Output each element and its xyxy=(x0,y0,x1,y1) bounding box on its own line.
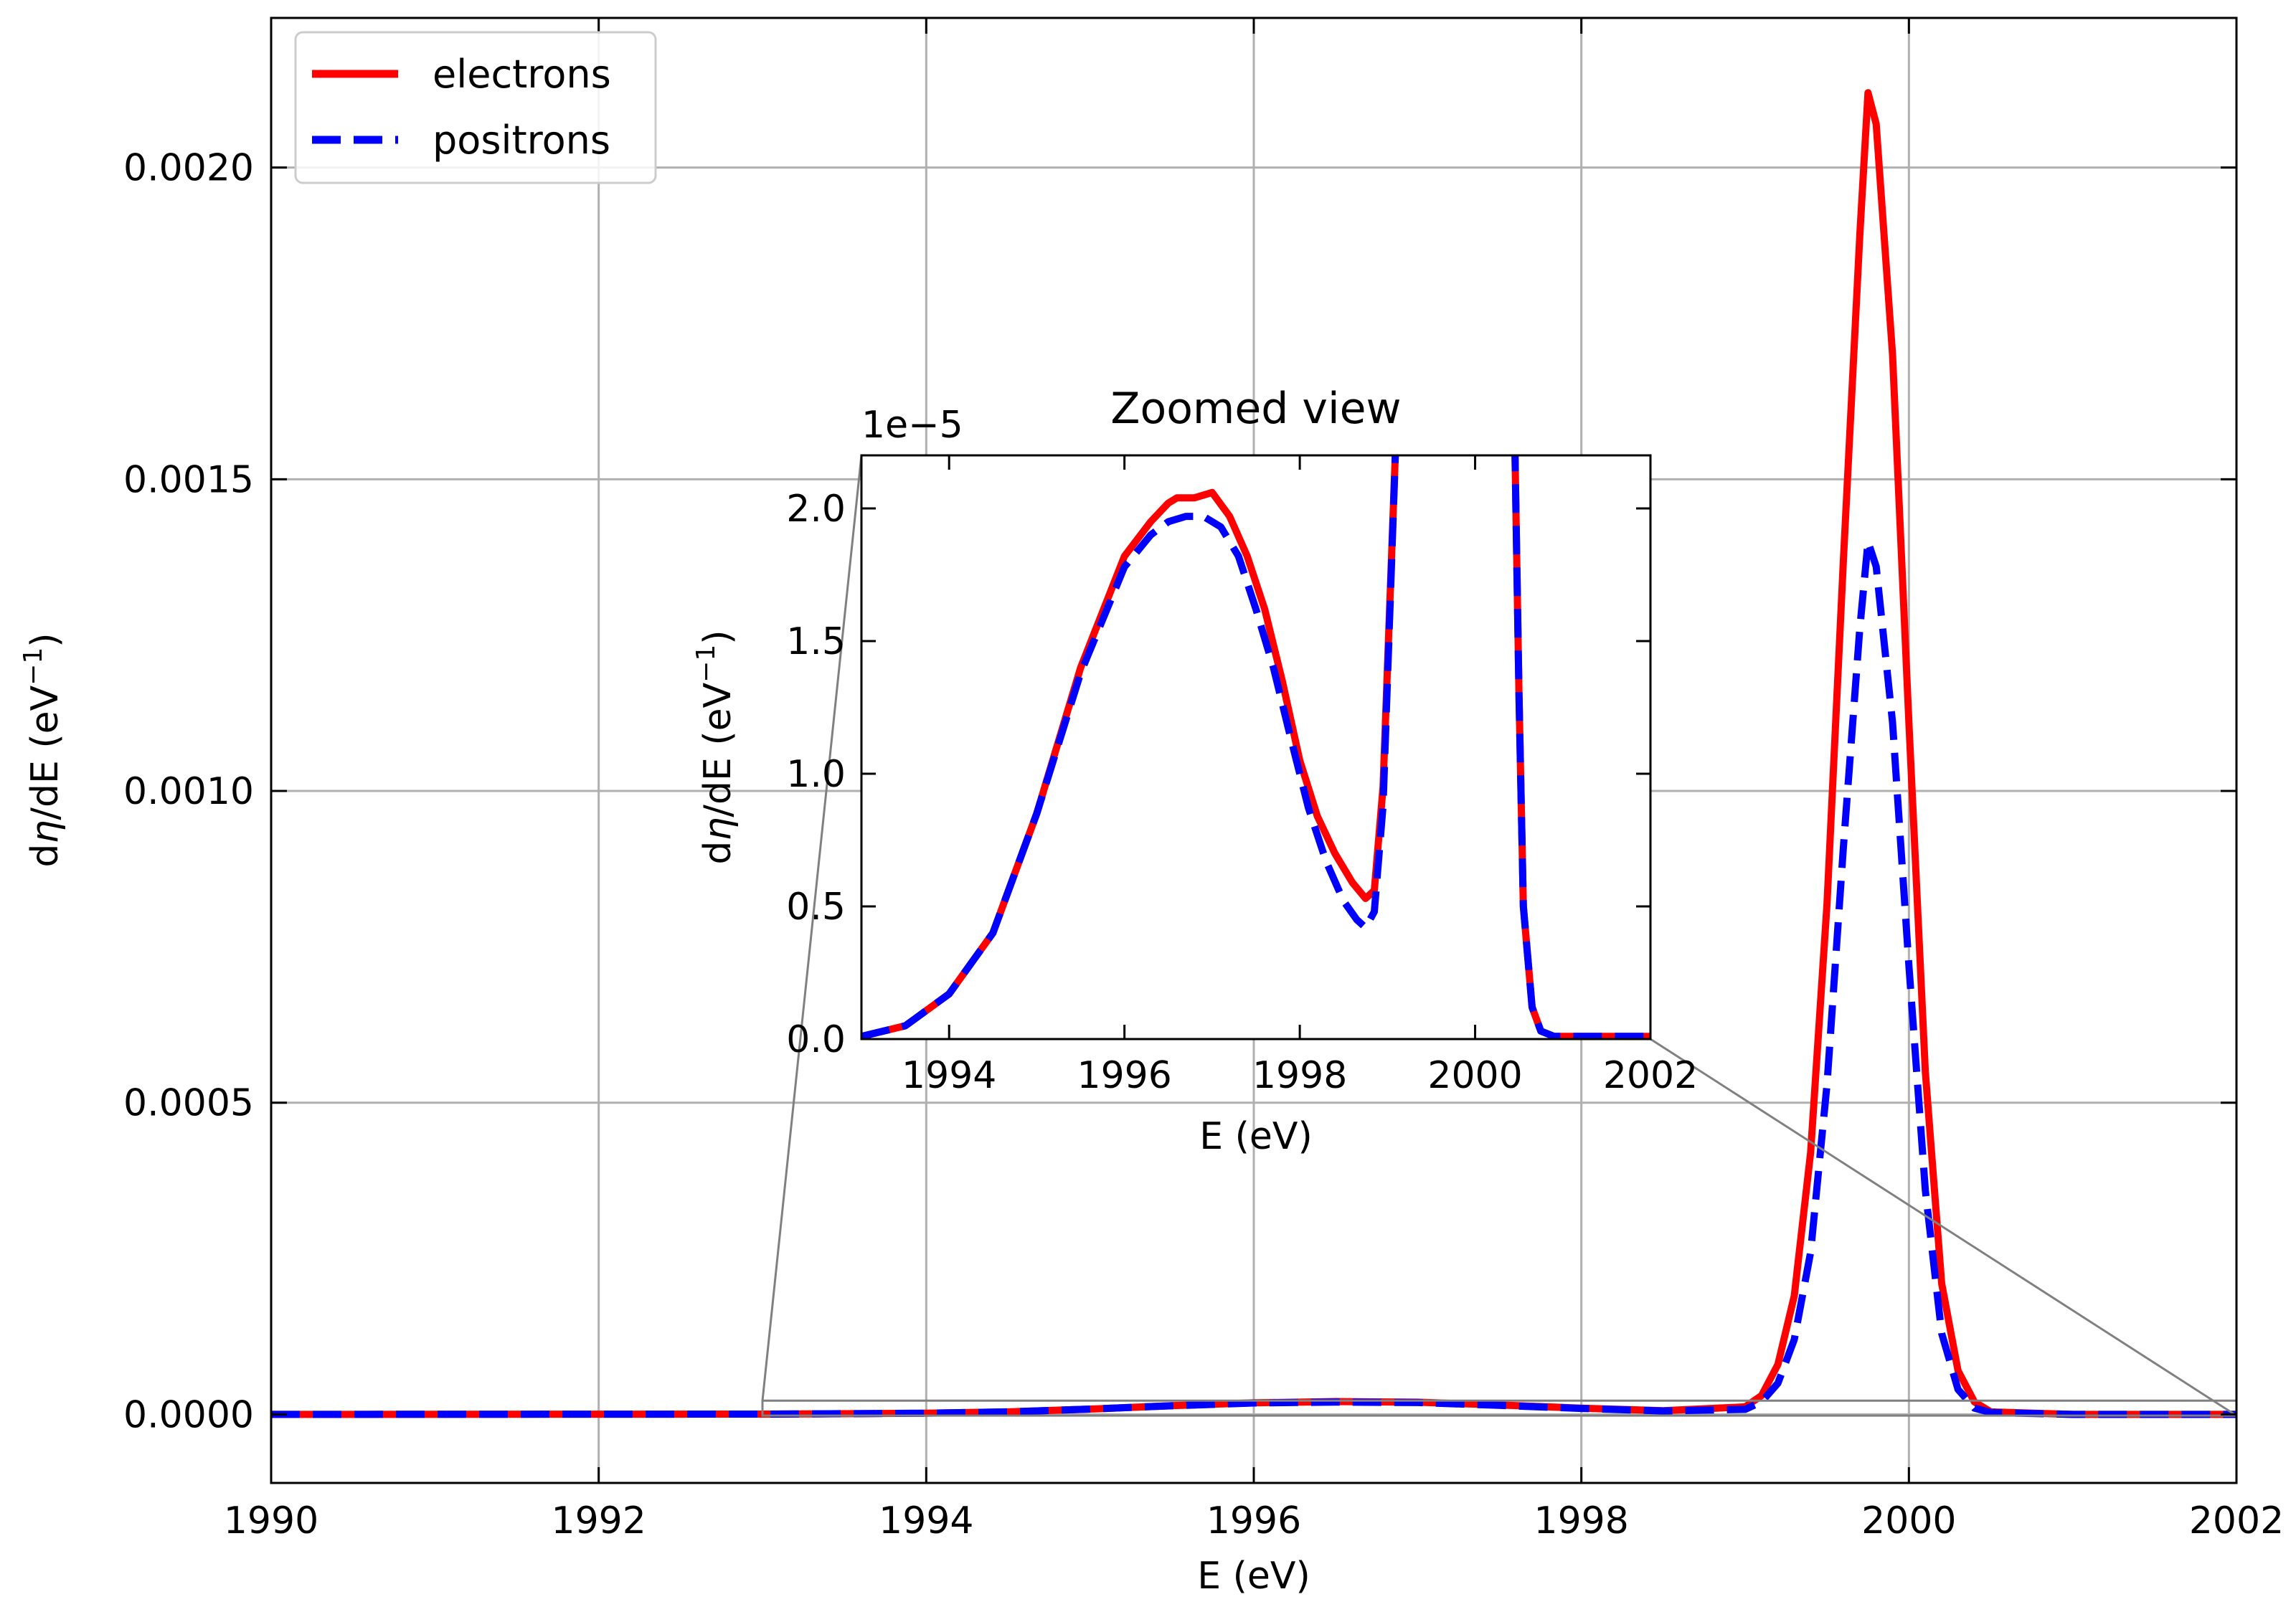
zoom-connector-right xyxy=(1650,1038,2237,1417)
legend: electrons positrons xyxy=(294,31,657,184)
legend-label-electrons: electrons xyxy=(433,52,611,97)
inset-series-positrons xyxy=(861,455,1650,1039)
main-x-tick-label: 1994 xyxy=(879,1499,973,1542)
inset-x-tick-label: 1998 xyxy=(1252,1054,1347,1097)
inset-plot: 1994 1996 1998 2000 2002 0.0 0.5 1.0 1.5 2.0 Zoom… xyxy=(691,384,1698,1158)
inset-title: Zoomed view xyxy=(1110,384,1401,434)
inset-series-group xyxy=(861,455,1650,1039)
inset-x-tick-label: 2000 xyxy=(1427,1054,1522,1097)
main-x-axis-title: E (eV) xyxy=(1197,1555,1310,1598)
zoom-connector-left xyxy=(761,455,863,1401)
main-x-tick-label: 1992 xyxy=(551,1499,646,1542)
inset-y-tick-label: 2.0 xyxy=(786,488,846,531)
main-series-positrons xyxy=(270,538,2236,1418)
main-x-tick-label: 2000 xyxy=(1861,1499,1956,1542)
main-y-tick-label: 0.0005 xyxy=(123,1082,254,1125)
inset-y-tick-label: 1.0 xyxy=(786,753,846,796)
main-x-tick-label: 2002 xyxy=(2189,1499,2284,1542)
inset-y-tick-label: 0.5 xyxy=(786,886,846,929)
main-y-axis-title: dη/dE (eV−1) xyxy=(19,632,67,867)
inset-y-axis-title: dη/dE (eV−1) xyxy=(691,630,740,864)
main-y-tick-label: 0.0010 xyxy=(123,770,254,813)
main-x-tick-label: 1998 xyxy=(1534,1499,1628,1542)
main-y-tick-label: 0.0020 xyxy=(123,147,254,190)
inset-frame xyxy=(860,454,1652,1040)
inset-y-tick-label: 1.5 xyxy=(786,620,846,663)
main-y-tick-label: 0.0000 xyxy=(123,1393,254,1436)
inset-x-tick-label: 1996 xyxy=(1077,1054,1171,1097)
inset-x-axis-title: E (eV) xyxy=(1199,1115,1313,1158)
main-y-tick-label: 0.0015 xyxy=(123,458,254,501)
inset-y-tick-label: 0.0 xyxy=(786,1018,846,1061)
legend-label-positrons: positrons xyxy=(433,118,610,163)
inset-x-tick-label: 2002 xyxy=(1603,1054,1698,1097)
main-x-tick-label: 1996 xyxy=(1206,1499,1301,1542)
inset-y-offset-label: 1e−5 xyxy=(861,404,963,447)
inset-x-tick-label: 1994 xyxy=(902,1054,996,1097)
main-series-group xyxy=(270,89,2236,1418)
main-x-tick-label: 1990 xyxy=(224,1499,318,1542)
main-ticks: 1990 1992 1994 1996 1998 2000 2002 0.0000 0.0005… xyxy=(123,18,2284,1542)
inset-ticks: 1994 1996 1998 2000 2002 0.0 0.5 1.0 1.5 2.0 xyxy=(786,455,1698,1097)
